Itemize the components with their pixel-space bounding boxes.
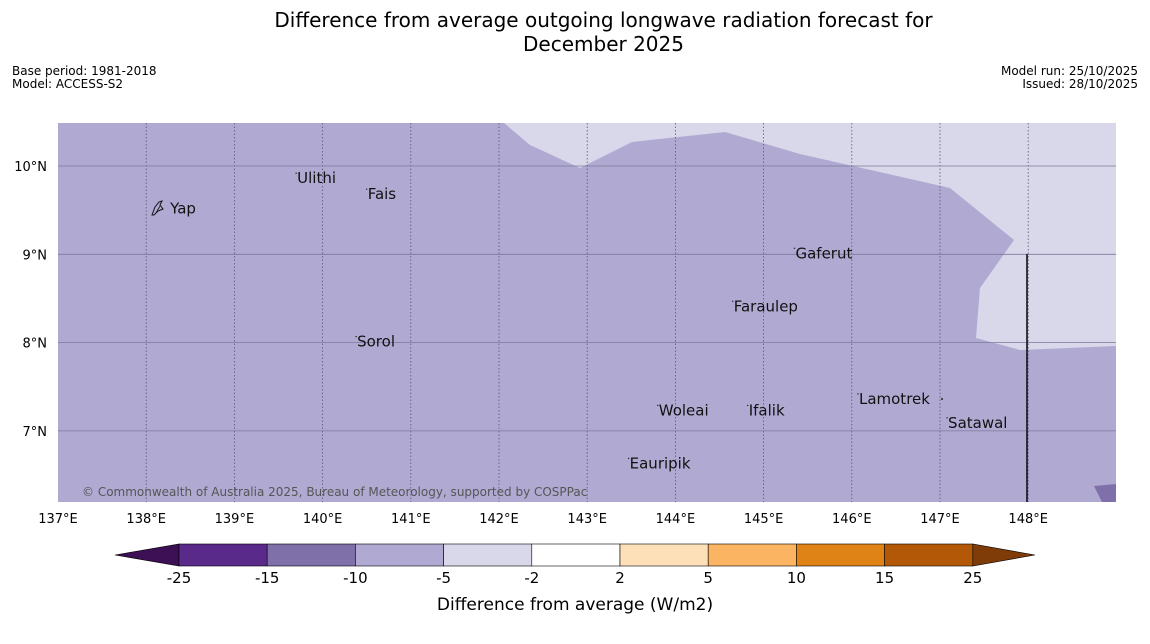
colorbar-segment — [443, 543, 533, 567]
anomaly-region-neg15-neg10 — [1094, 484, 1116, 502]
place-label: Eauripik — [630, 454, 691, 472]
place-label: Ulithi — [297, 169, 336, 187]
colorbar-segment — [355, 543, 444, 567]
yap-island-outline — [151, 200, 164, 216]
colorbar: -25 -15 -10 -5 -2 2 5 10 15 25 — [114, 543, 1036, 587]
place-yap[interactable]: Yap — [169, 199, 196, 217]
place-label: Lamotrek — [859, 390, 930, 408]
colorbar-tick-label: -15 — [255, 569, 280, 587]
latitude-tick-label: 10°N — [14, 160, 47, 175]
colorbar-segment — [796, 543, 885, 567]
place-faraulep[interactable]: Faraulep — [732, 297, 798, 315]
longitude-tick-label: 143°E — [567, 512, 607, 527]
copyright-text: © Commonwealth of Australia 2025, Bureau… — [82, 485, 587, 499]
latitude-axis: 10°N 9°N 8°N 7°N — [14, 160, 47, 440]
colorbar-segment — [707, 543, 797, 567]
longitude-tick-label: 146°E — [832, 512, 872, 527]
longitude-tick-label: 138°E — [126, 512, 166, 527]
longitude-tick-label: 142°E — [479, 512, 519, 527]
island-marker — [355, 335, 357, 338]
place-label: Sorol — [357, 333, 395, 351]
model-text: Model: ACCESS-S2 — [12, 77, 124, 91]
latitude-tick-label: 7°N — [23, 425, 48, 440]
colorbar-tick-label: 2 — [615, 569, 625, 587]
longitude-tick-label: 140°E — [303, 512, 343, 527]
colorbar-segment — [531, 543, 621, 567]
island-marker — [946, 417, 948, 419]
longitude-tick-label: 144°E — [656, 512, 696, 527]
island-marker — [657, 404, 659, 407]
island-marker — [295, 172, 297, 174]
longitude-tick-label: 141°E — [391, 512, 431, 527]
colorbar-segment — [178, 543, 268, 567]
place-label: Satawal — [948, 414, 1007, 432]
islet-marker — [941, 398, 943, 400]
colorbar-tick-label: 15 — [875, 569, 894, 587]
colorbar-segment — [266, 543, 356, 567]
colorbar-extend-high — [972, 543, 1036, 567]
graticule — [58, 123, 1116, 502]
places-layer: Yap Ulithi Fais Gaferut Faraulep Sorol Lamotre… — [169, 169, 1007, 472]
colorbar-segment — [619, 543, 709, 567]
metadata-right: Model run: 25/10/2025 Issued: 28/10/2025 — [1001, 65, 1138, 91]
model-run-text: Model run: 25/10/2025 — [1000, 64, 1138, 78]
longitude-tick-label: 137°E — [38, 512, 78, 527]
colorbar-tick-label: 10 — [787, 569, 806, 587]
place-woleai[interactable]: Woleai — [657, 401, 709, 419]
island-marker — [732, 300, 734, 302]
place-label: Fais — [368, 185, 397, 203]
colorbar-label: Difference from average (W/m2) — [437, 595, 713, 615]
place-satawal[interactable]: Satawal — [946, 414, 1007, 432]
island-marker — [747, 404, 749, 407]
longitude-tick-label: 145°E — [744, 512, 784, 527]
island-marker — [793, 247, 796, 249]
colorbar-segment — [884, 543, 974, 567]
island-marker — [366, 188, 368, 190]
place-label: Gaferut — [795, 244, 852, 262]
place-gaferut[interactable]: Gaferut — [793, 244, 853, 262]
anomaly-region-neg5-neg2 — [504, 123, 1116, 350]
latitude-tick-label: 8°N — [23, 337, 48, 352]
map-title-line2: December 2025 — [523, 32, 684, 56]
metadata-left: Base period: 1981-2018 Model: ACCESS-S2 — [12, 65, 157, 91]
issued-text: Issued: 28/10/2025 — [1022, 77, 1138, 91]
colorbar-tick-label: -25 — [167, 569, 192, 587]
longitude-tick-label: 139°E — [215, 512, 255, 527]
map-panel[interactable]: Yap Ulithi Fais Gaferut Faraulep Sorol Lamotre… — [58, 123, 1116, 502]
place-label: Faraulep — [734, 297, 798, 315]
map-title: Difference from average outgoing longwav… — [0, 8, 1150, 56]
place-ifalik[interactable]: Ifalik — [747, 401, 785, 419]
place-fais[interactable]: Fais — [366, 185, 396, 203]
longitude-tick-label: 147°E — [920, 512, 960, 527]
latitude-tick-label: 9°N — [23, 248, 48, 263]
colorbar-tick-label: -10 — [343, 569, 368, 587]
base-period-text: Base period: 1981-2018 — [12, 64, 157, 78]
place-lamotrek[interactable]: Lamotrek — [857, 390, 930, 408]
place-eauripik[interactable]: Eauripik — [627, 454, 691, 472]
map-title-line1: Difference from average outgoing longwav… — [274, 8, 933, 32]
longitude-axis: 137°E 138°E 139°E 140°E 141°E 142°E 143°E 144°E… — [38, 512, 1048, 527]
longitude-tick-label: 148°E — [1008, 512, 1048, 527]
place-label: Yap — [169, 199, 196, 217]
colorbar-extend-low — [114, 543, 180, 567]
place-sorol[interactable]: Sorol — [355, 333, 395, 351]
place-label: Woleai — [659, 401, 709, 419]
colorbar-tick-label: 25 — [963, 569, 982, 587]
colorbar-tick-label: -2 — [524, 569, 539, 587]
place-label: Ifalik — [749, 401, 785, 419]
colorbar-tick-label: -5 — [436, 569, 451, 587]
colorbar-tick-label: 5 — [703, 569, 713, 587]
island-marker — [857, 393, 859, 395]
island-marker — [627, 457, 630, 460]
place-ulithi[interactable]: Ulithi — [295, 169, 336, 187]
